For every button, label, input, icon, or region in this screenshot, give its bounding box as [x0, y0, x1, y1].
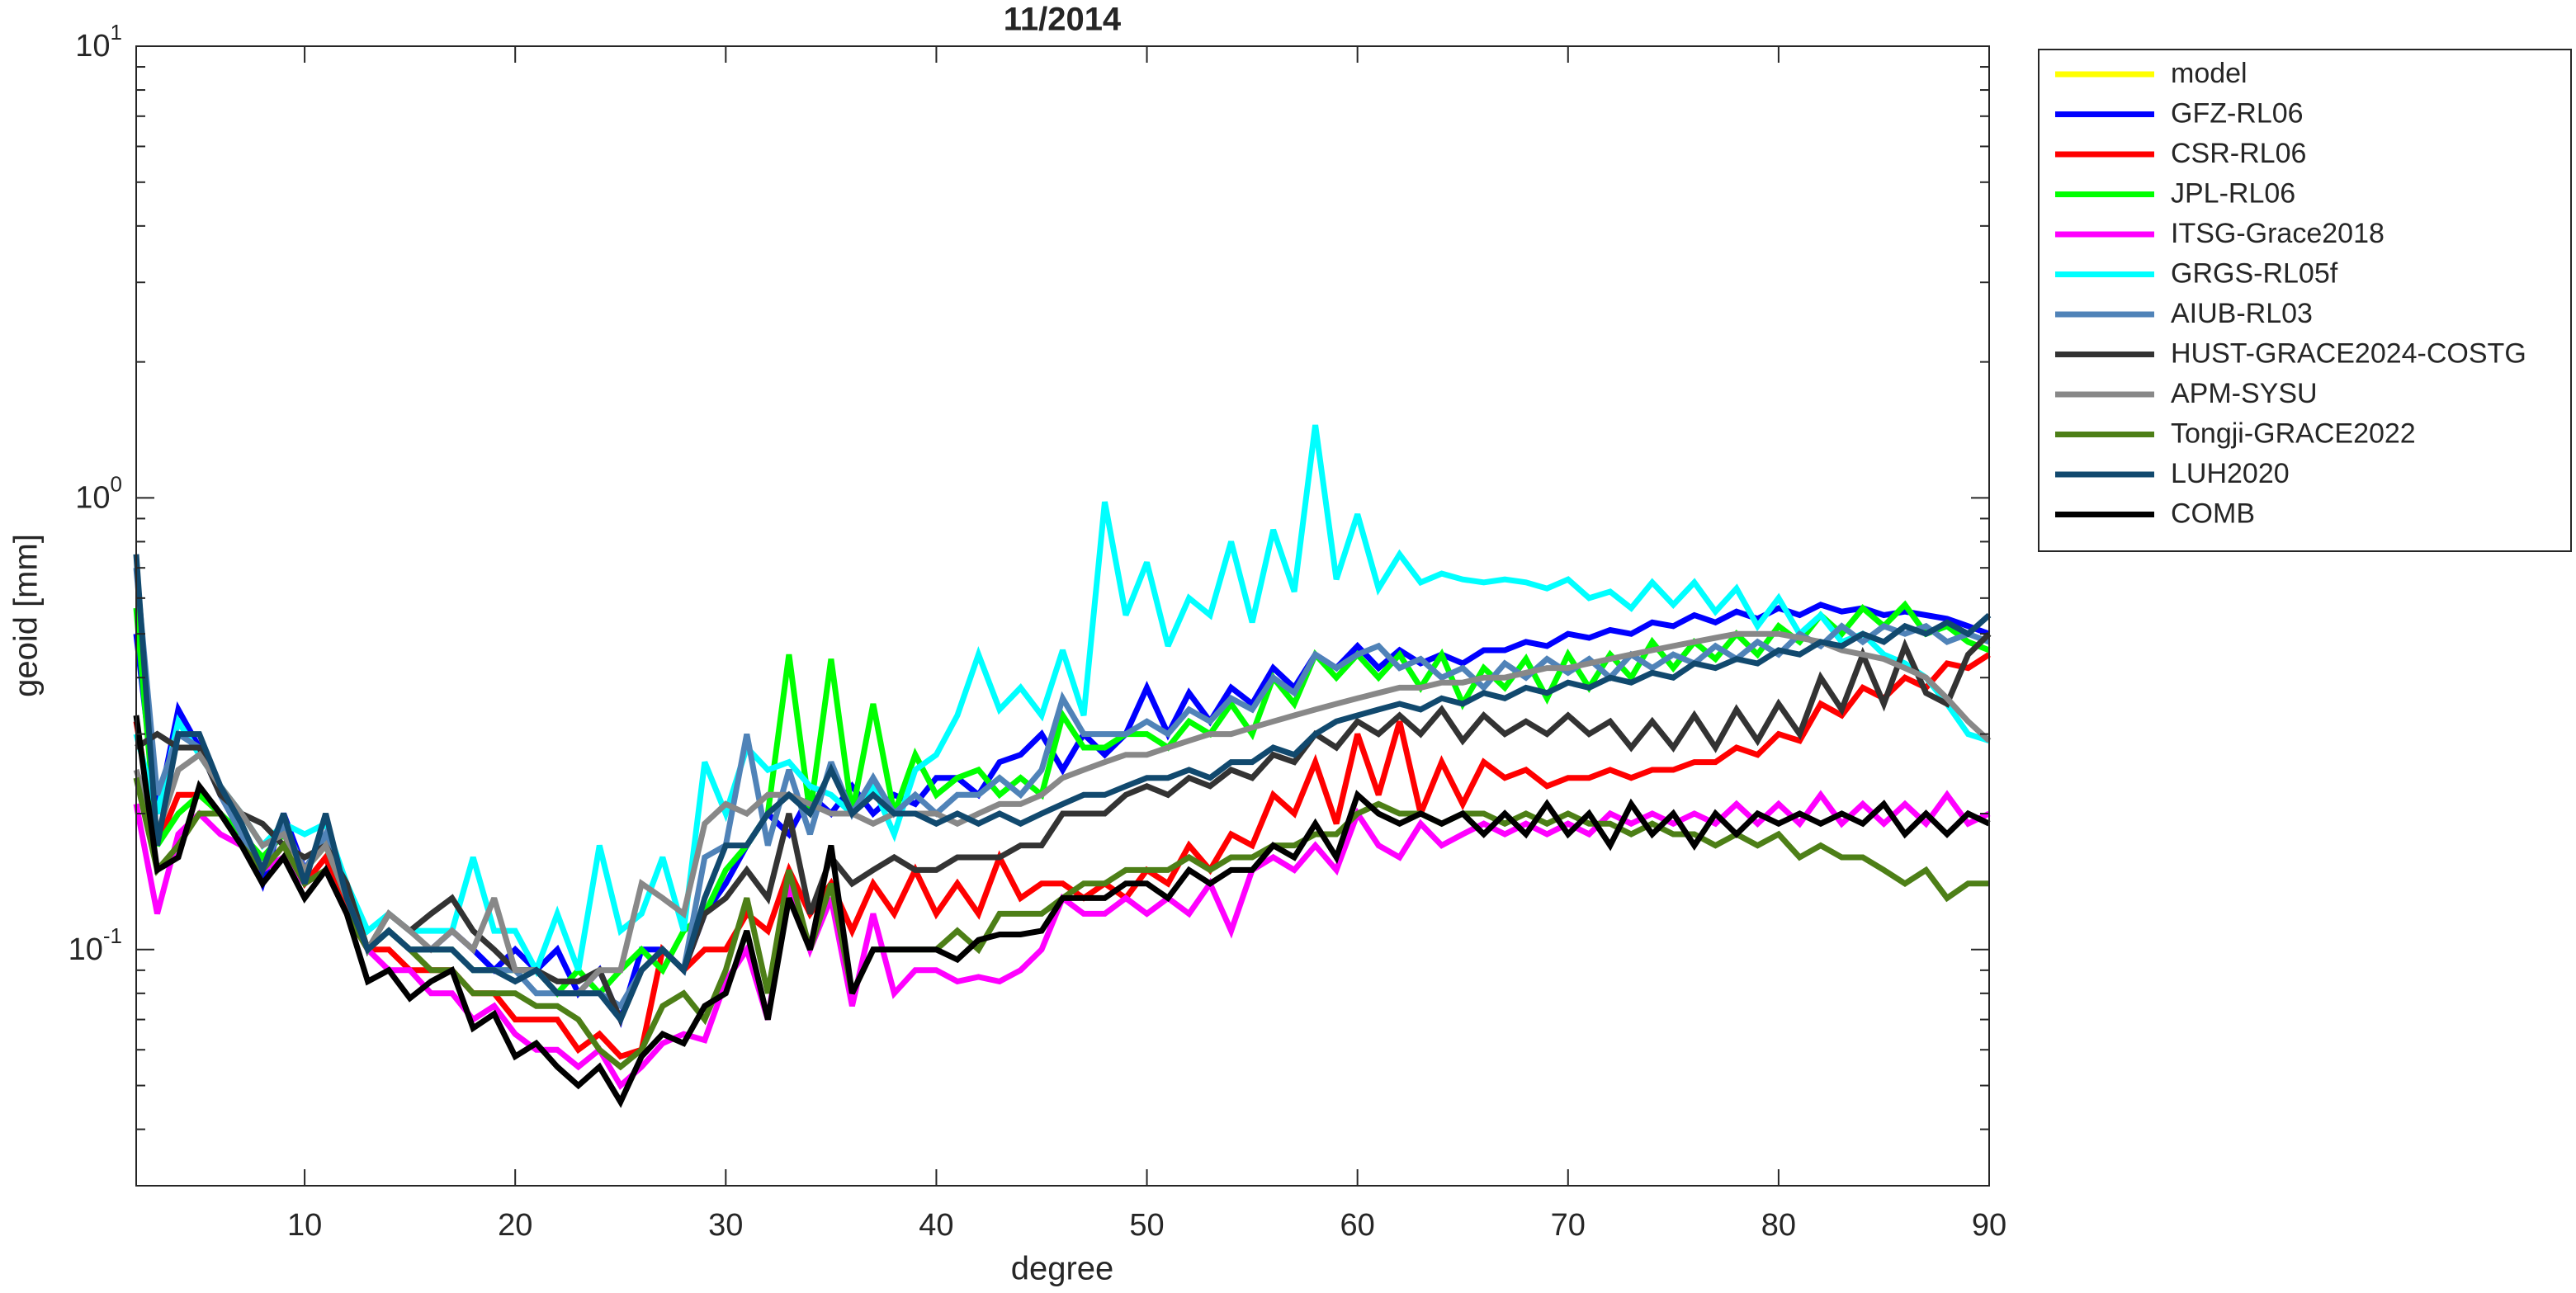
y-tick-base: 10: [75, 480, 110, 515]
legend-label: HUST-GRACE2024-COSTG: [2171, 337, 2526, 369]
y-tick-exponent: 0: [111, 471, 122, 496]
series-line: [133, 715, 1991, 1108]
series-line: [133, 554, 1992, 1026]
legend-label: JPL-RL06: [2171, 177, 2295, 209]
y-tick-base: 10: [75, 29, 110, 64]
plot-frame: [135, 45, 1990, 1187]
series-line: [133, 424, 1991, 978]
legend-label: GFZ-RL06: [2171, 97, 2304, 129]
x-tick-label: 20: [498, 1208, 532, 1243]
y-tick-exponent: -1: [103, 923, 122, 948]
legend-label: COMB: [2171, 498, 2255, 529]
y-tick-label: 101: [75, 20, 122, 64]
legend-label: model: [2171, 58, 2248, 89]
x-tick-label: 70: [1551, 1208, 1586, 1243]
x-tick-label: 10: [287, 1208, 322, 1243]
x-tick-label: 80: [1761, 1208, 1796, 1243]
legend-label: LUH2020: [2171, 458, 2290, 489]
legend-label: Tongji-GRACE2022: [2171, 418, 2416, 449]
legend-label: APM-SYSU: [2171, 378, 2318, 409]
legend-label: ITSG-Grace2018: [2171, 218, 2385, 249]
y-tick-exponent: 1: [111, 20, 122, 45]
legend-label: CSR-RL06: [2171, 138, 2306, 169]
chart-title: 11/2014: [1004, 2, 1122, 38]
legend-label: GRGS-RL05f: [2171, 257, 2338, 289]
x-tick-label: 30: [708, 1208, 743, 1243]
x-tick-label: 90: [1972, 1208, 2006, 1243]
series-line: [133, 630, 1992, 997]
y-axis-label: geoid [mm]: [8, 534, 45, 697]
y-tick-label: 100: [75, 471, 122, 515]
x-tick-label: 50: [1129, 1208, 1164, 1243]
x-tick-label: 60: [1340, 1208, 1375, 1243]
legend-box: [2038, 49, 2572, 552]
series-line: [135, 631, 1992, 1027]
x-axis-label: degree: [1011, 1251, 1114, 1287]
x-tick-label: 40: [919, 1208, 953, 1243]
y-tick-base: 10: [69, 932, 103, 967]
y-tick-label: 10-1: [69, 923, 122, 967]
legend-label: AIUB-RL03: [2171, 298, 2313, 329]
